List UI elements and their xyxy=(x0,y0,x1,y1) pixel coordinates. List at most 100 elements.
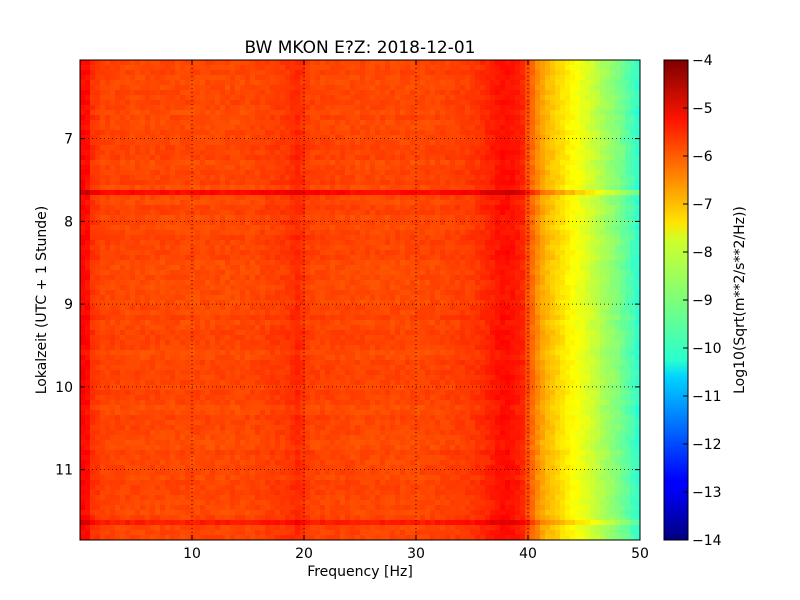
heatmap-cell xyxy=(295,110,301,116)
heatmap-cell xyxy=(330,70,336,76)
heatmap-cell xyxy=(160,130,166,136)
heatmap-cell xyxy=(155,190,161,196)
heatmap-cell xyxy=(120,180,126,186)
heatmap-cell xyxy=(155,160,161,166)
heatmap-cell xyxy=(400,255,406,261)
heatmap-cell xyxy=(185,90,191,96)
heatmap-cell xyxy=(570,60,576,66)
heatmap-cell xyxy=(450,60,456,66)
heatmap-cell xyxy=(445,260,451,266)
heatmap-cell xyxy=(270,140,276,146)
heatmap-cell xyxy=(545,70,551,76)
heatmap-cell xyxy=(300,75,306,81)
heatmap-cell xyxy=(440,180,446,186)
heatmap-cell xyxy=(470,90,476,96)
heatmap-cell xyxy=(540,145,546,151)
heatmap-cell xyxy=(275,125,281,131)
heatmap-cell xyxy=(320,215,326,221)
heatmap-cell xyxy=(585,265,591,271)
heatmap-cell xyxy=(110,120,116,126)
heatmap-cell xyxy=(385,105,391,111)
heatmap-cell xyxy=(390,150,396,156)
heatmap-cell xyxy=(140,165,146,171)
heatmap-cell xyxy=(465,175,471,181)
heatmap-cell xyxy=(320,120,326,126)
heatmap-cell xyxy=(260,150,266,156)
heatmap-cell xyxy=(320,180,326,186)
heatmap-cell xyxy=(145,95,151,101)
heatmap-cell xyxy=(110,145,116,151)
heatmap-cell xyxy=(195,190,201,196)
heatmap-cell xyxy=(515,130,521,136)
heatmap-cell xyxy=(635,160,640,166)
heatmap-cell xyxy=(520,150,526,156)
heatmap-cell xyxy=(310,135,316,141)
heatmap-cell xyxy=(185,60,191,66)
heatmap-cell xyxy=(520,165,526,171)
heatmap-cell xyxy=(190,270,196,276)
heatmap-cell xyxy=(95,140,101,146)
heatmap-cell xyxy=(260,115,266,121)
heatmap-cell xyxy=(95,125,101,131)
heatmap-cell xyxy=(275,230,281,236)
heatmap-cell xyxy=(160,70,166,76)
heatmap-cell xyxy=(445,165,451,171)
heatmap-cell xyxy=(120,95,126,101)
heatmap-cell xyxy=(120,110,126,116)
heatmap-cell xyxy=(265,85,271,91)
heatmap-cell xyxy=(560,140,566,146)
heatmap-cell xyxy=(290,210,296,216)
heatmap-cell xyxy=(160,125,166,131)
heatmap-cell xyxy=(120,280,126,286)
heatmap-cell xyxy=(200,245,206,251)
heatmap-cell xyxy=(635,270,640,276)
heatmap-cell xyxy=(105,260,111,266)
heatmap-cell xyxy=(440,170,446,176)
heatmap-cell xyxy=(445,100,451,106)
heatmap-cell xyxy=(435,175,441,181)
heatmap-cell xyxy=(185,260,191,266)
heatmap-cell xyxy=(80,145,86,151)
heatmap-cell xyxy=(220,175,226,181)
heatmap-cell xyxy=(165,95,171,101)
heatmap-cell xyxy=(320,90,326,96)
heatmap-cell xyxy=(155,220,161,226)
heatmap-cell xyxy=(490,180,496,186)
heatmap-cell xyxy=(95,260,101,266)
heatmap-cell xyxy=(585,215,591,221)
heatmap-cell xyxy=(185,85,191,91)
heatmap-cell xyxy=(300,140,306,146)
heatmap-cell xyxy=(470,185,476,191)
heatmap-cell xyxy=(85,115,91,121)
heatmap-cell xyxy=(90,70,96,76)
heatmap-cell xyxy=(385,250,391,256)
heatmap-cell xyxy=(375,280,381,286)
heatmap-cell xyxy=(245,140,251,146)
heatmap-cell xyxy=(630,245,636,251)
heatmap-cell xyxy=(440,155,446,161)
heatmap-cell xyxy=(385,185,391,191)
heatmap-cell xyxy=(310,225,316,231)
heatmap-cell xyxy=(290,280,296,286)
heatmap-cell xyxy=(560,80,566,86)
heatmap-cell xyxy=(420,250,426,256)
heatmap-cell xyxy=(445,185,451,191)
heatmap-cell xyxy=(560,190,566,196)
heatmap-cell xyxy=(220,260,226,266)
heatmap-cell xyxy=(230,230,236,236)
heatmap-cell xyxy=(235,125,241,131)
heatmap-cell xyxy=(85,245,91,251)
heatmap-cell xyxy=(310,140,316,146)
heatmap-cell xyxy=(340,65,346,71)
heatmap-cell xyxy=(135,190,141,196)
heatmap-cell xyxy=(545,170,551,176)
heatmap-cell xyxy=(180,245,186,251)
heatmap-cell xyxy=(535,225,541,231)
heatmap-cell xyxy=(545,245,551,251)
heatmap-cell xyxy=(530,255,536,261)
heatmap-cell xyxy=(195,165,201,171)
heatmap-cell xyxy=(110,245,116,251)
heatmap-cell xyxy=(345,75,351,81)
heatmap-cell xyxy=(245,110,251,116)
heatmap-cell xyxy=(600,190,606,196)
